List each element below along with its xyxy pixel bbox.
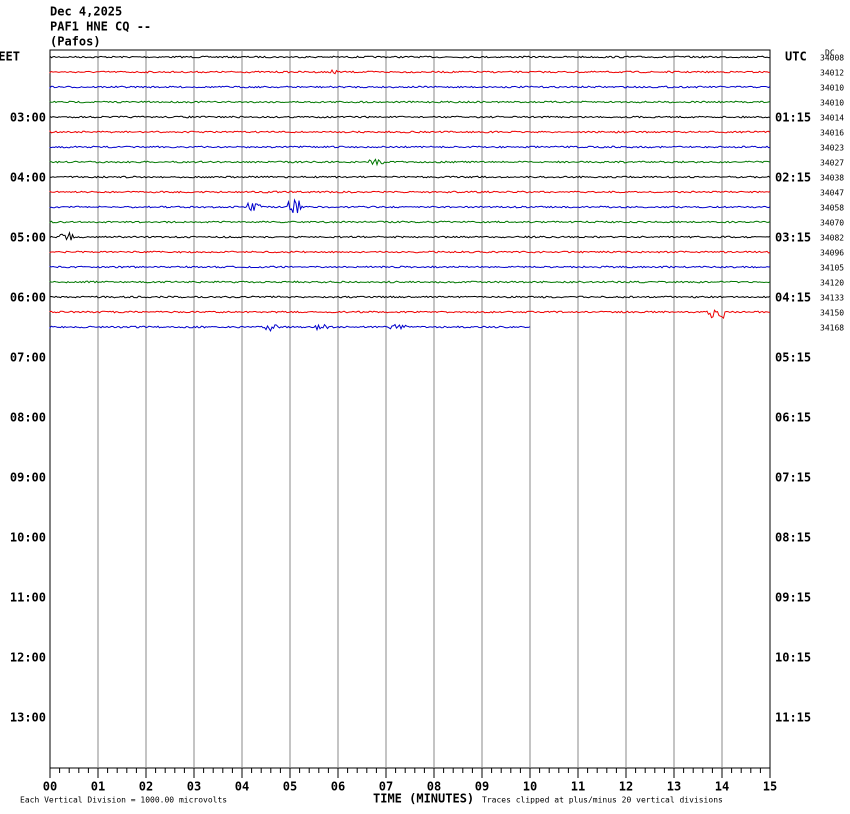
trace	[49, 54, 770, 59]
trace	[49, 115, 771, 119]
right-hour: 01:15	[775, 111, 811, 125]
x-label: 13	[667, 780, 681, 794]
footer-scale: Each Vertical Division = 1000.00 microvo…	[20, 796, 227, 805]
right-hour: 02:15	[775, 171, 811, 185]
left-hour: 12:00	[10, 651, 46, 665]
right-hour: 10:15	[775, 651, 811, 665]
footer-clip: Traces clipped at plus/minus 20 vertical…	[482, 796, 723, 805]
header-line: Dec 4,2025	[50, 5, 122, 19]
left-hour: 06:00	[10, 291, 46, 305]
dc-value: 34047	[820, 189, 844, 198]
dc-label: DC	[825, 49, 835, 58]
dc-value: 34012	[820, 69, 844, 78]
x-label: 10	[523, 780, 537, 794]
right-hour: 04:15	[775, 291, 811, 305]
left-hour: 11:00	[10, 591, 46, 605]
x-label: 14	[715, 780, 729, 794]
right-hour: 05:15	[775, 351, 811, 365]
x-label: 15	[763, 780, 777, 794]
right-hour: 03:15	[775, 231, 811, 245]
right-hour: 08:15	[775, 531, 811, 545]
dc-value: 34096	[820, 249, 844, 258]
x-label: 00	[43, 780, 57, 794]
trace	[49, 85, 771, 89]
right-hour: 06:15	[775, 411, 811, 425]
trace	[49, 220, 771, 224]
x-label: 03	[187, 780, 201, 794]
axis-title: TIME (MINUTES)	[373, 792, 474, 806]
dc-value: 34150	[820, 309, 844, 318]
header-line: (Pafos)	[50, 35, 101, 49]
x-label: 05	[283, 780, 297, 794]
trace	[49, 265, 771, 269]
right-hour: 09:15	[775, 591, 811, 605]
x-label: 12	[619, 780, 633, 794]
right-timezone: UTC	[785, 50, 807, 64]
dc-value: 34058	[820, 204, 844, 213]
trace	[49, 145, 771, 149]
trace	[49, 175, 771, 179]
trace	[49, 231, 771, 241]
trace	[49, 198, 771, 214]
x-label: 01	[91, 780, 105, 794]
dc-value: 34014	[820, 114, 844, 123]
right-hour: 07:15	[775, 471, 811, 485]
x-label: 04	[235, 780, 249, 794]
trace	[49, 158, 771, 167]
trace	[49, 68, 771, 75]
left-hour: 13:00	[10, 711, 46, 725]
x-label: 11	[571, 780, 585, 794]
trace	[49, 130, 771, 134]
left-hour: 09:00	[10, 471, 46, 485]
dc-value: 34168	[820, 324, 844, 333]
left-hour: 08:00	[10, 411, 46, 425]
left-hour: 05:00	[10, 231, 46, 245]
trace	[49, 100, 771, 104]
x-label: 02	[139, 780, 153, 794]
left-timezone: EET	[0, 50, 20, 64]
left-hour: 10:00	[10, 531, 46, 545]
trace	[49, 295, 771, 299]
x-label: 07	[379, 780, 393, 794]
dc-value: 34070	[820, 219, 844, 228]
plot-frame	[49, 49, 771, 769]
trace	[49, 250, 771, 254]
x-label: 09	[475, 780, 489, 794]
right-hour: 11:15	[775, 711, 811, 725]
trace	[49, 323, 531, 333]
trace	[49, 190, 771, 194]
dc-value: 34010	[820, 84, 844, 93]
dc-value: 34038	[820, 174, 844, 183]
trace	[49, 309, 770, 320]
x-label: 06	[331, 780, 345, 794]
x-label: 08	[427, 780, 441, 794]
trace	[49, 280, 771, 284]
dc-value: 34008	[820, 54, 844, 63]
dc-value: 34120	[820, 279, 844, 288]
header-line: PAF1 HNE CQ --	[50, 20, 151, 34]
dc-value: 34023	[820, 144, 844, 153]
left-hour: 07:00	[10, 351, 46, 365]
dc-value: 34027	[820, 159, 844, 168]
dc-value: 34105	[820, 264, 844, 273]
dc-value: 34010	[820, 99, 844, 108]
left-hour: 04:00	[10, 171, 46, 185]
left-hour: 03:00	[10, 111, 46, 125]
dc-value: 34016	[820, 129, 844, 138]
dc-value: 34082	[820, 234, 844, 243]
dc-value: 34133	[820, 294, 844, 303]
